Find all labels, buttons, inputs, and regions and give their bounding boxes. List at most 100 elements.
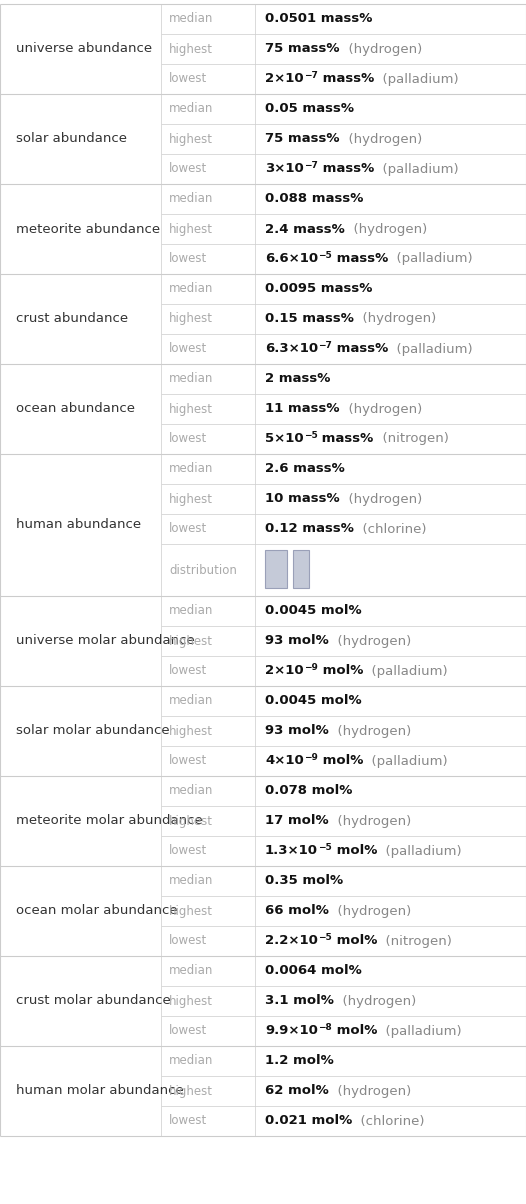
Text: median: median bbox=[169, 283, 214, 295]
Text: ocean abundance: ocean abundance bbox=[16, 402, 135, 415]
Text: (palladium): (palladium) bbox=[363, 755, 448, 767]
Text: 75 mass%: 75 mass% bbox=[265, 132, 339, 146]
Text: lowest: lowest bbox=[169, 934, 207, 948]
Text: 1.3×10: 1.3×10 bbox=[265, 844, 318, 857]
Text: (chlorine): (chlorine) bbox=[352, 1115, 425, 1127]
Text: (hydrogen): (hydrogen) bbox=[334, 995, 416, 1008]
Text: 0.15 mass%: 0.15 mass% bbox=[265, 313, 354, 325]
Text: (nitrogen): (nitrogen) bbox=[377, 934, 452, 948]
Text: 9.9×10: 9.9×10 bbox=[265, 1025, 318, 1038]
Text: median: median bbox=[169, 462, 214, 476]
Text: 66 mol%: 66 mol% bbox=[265, 904, 329, 917]
Text: 4×10: 4×10 bbox=[265, 755, 304, 767]
Text: −7: −7 bbox=[304, 161, 318, 170]
Text: 17 mol%: 17 mol% bbox=[265, 814, 329, 827]
Text: distribution: distribution bbox=[169, 563, 237, 577]
Text: (hydrogen): (hydrogen) bbox=[340, 492, 422, 506]
Text: meteorite molar abundance: meteorite molar abundance bbox=[16, 814, 203, 827]
Text: meteorite abundance: meteorite abundance bbox=[16, 223, 160, 236]
Text: (palladium): (palladium) bbox=[388, 342, 473, 355]
Text: 0.0095 mass%: 0.0095 mass% bbox=[265, 283, 372, 295]
Text: (hydrogen): (hydrogen) bbox=[329, 814, 411, 827]
Text: median: median bbox=[169, 193, 214, 206]
Text: universe abundance: universe abundance bbox=[16, 42, 152, 55]
Text: median: median bbox=[169, 604, 214, 618]
Text: 62 mol%: 62 mol% bbox=[265, 1085, 329, 1098]
Text: (palladium): (palladium) bbox=[374, 72, 458, 85]
Text: mass%: mass% bbox=[317, 432, 373, 445]
Text: median: median bbox=[169, 1055, 214, 1068]
Text: highest: highest bbox=[169, 995, 213, 1008]
Text: lowest: lowest bbox=[169, 253, 207, 266]
Bar bbox=[265, 550, 287, 588]
Text: 2.4 mass%: 2.4 mass% bbox=[265, 223, 345, 236]
Text: solar molar abundance: solar molar abundance bbox=[16, 725, 169, 738]
Text: lowest: lowest bbox=[169, 163, 207, 176]
Text: mass%: mass% bbox=[332, 342, 388, 355]
Text: highest: highest bbox=[169, 492, 213, 506]
Text: human molar abundance: human molar abundance bbox=[16, 1085, 184, 1098]
Text: 75 mass%: 75 mass% bbox=[265, 42, 339, 55]
Text: highest: highest bbox=[169, 725, 213, 738]
Text: (palladium): (palladium) bbox=[377, 1025, 462, 1038]
Text: highest: highest bbox=[169, 313, 213, 325]
Text: (hydrogen): (hydrogen) bbox=[339, 132, 422, 146]
Text: 2 mass%: 2 mass% bbox=[265, 372, 330, 385]
Text: 0.078 mol%: 0.078 mol% bbox=[265, 785, 352, 797]
Text: mol%: mol% bbox=[318, 665, 363, 678]
Text: median: median bbox=[169, 372, 214, 385]
Text: 3×10: 3×10 bbox=[265, 163, 304, 176]
Text: 93 mol%: 93 mol% bbox=[265, 725, 329, 738]
Text: median: median bbox=[169, 102, 214, 116]
Text: 0.0064 mol%: 0.0064 mol% bbox=[265, 964, 362, 978]
Text: mass%: mass% bbox=[318, 72, 374, 85]
Text: highest: highest bbox=[169, 814, 213, 827]
Text: mol%: mol% bbox=[318, 755, 363, 767]
Text: mass%: mass% bbox=[332, 253, 388, 266]
Text: (nitrogen): (nitrogen) bbox=[373, 432, 449, 445]
Text: mol%: mol% bbox=[331, 934, 377, 948]
Bar bbox=[293, 550, 309, 588]
Text: ocean molar abundance: ocean molar abundance bbox=[16, 904, 178, 917]
Text: (hydrogen): (hydrogen) bbox=[339, 402, 422, 415]
Text: 1.2 mol%: 1.2 mol% bbox=[265, 1055, 334, 1068]
Text: universe molar abundance: universe molar abundance bbox=[16, 635, 195, 648]
Text: median: median bbox=[169, 874, 214, 887]
Text: lowest: lowest bbox=[169, 72, 207, 85]
Text: (hydrogen): (hydrogen) bbox=[329, 904, 411, 917]
Text: lowest: lowest bbox=[169, 342, 207, 355]
Text: −9: −9 bbox=[304, 752, 318, 762]
Text: 0.021 mol%: 0.021 mol% bbox=[265, 1115, 352, 1127]
Text: median: median bbox=[169, 695, 214, 708]
Text: 6.6×10: 6.6×10 bbox=[265, 253, 318, 266]
Text: lowest: lowest bbox=[169, 665, 207, 678]
Text: median: median bbox=[169, 12, 214, 25]
Text: (hydrogen): (hydrogen) bbox=[329, 725, 411, 738]
Text: (palladium): (palladium) bbox=[377, 844, 462, 857]
Text: highest: highest bbox=[169, 1085, 213, 1098]
Text: −5: −5 bbox=[318, 843, 332, 852]
Text: −7: −7 bbox=[304, 71, 318, 79]
Text: (hydrogen): (hydrogen) bbox=[329, 1085, 411, 1098]
Text: (hydrogen): (hydrogen) bbox=[329, 635, 411, 648]
Text: highest: highest bbox=[169, 402, 213, 415]
Text: 0.0501 mass%: 0.0501 mass% bbox=[265, 12, 372, 25]
Text: −5: −5 bbox=[304, 431, 317, 439]
Text: (hydrogen): (hydrogen) bbox=[345, 223, 427, 236]
Text: lowest: lowest bbox=[169, 1025, 207, 1038]
Text: lowest: lowest bbox=[169, 755, 207, 767]
Text: 0.0045 mol%: 0.0045 mol% bbox=[265, 604, 362, 618]
Text: (palladium): (palladium) bbox=[363, 665, 448, 678]
Text: (hydrogen): (hydrogen) bbox=[339, 42, 422, 55]
Text: lowest: lowest bbox=[169, 432, 207, 445]
Text: 0.35 mol%: 0.35 mol% bbox=[265, 874, 343, 887]
Text: human abundance: human abundance bbox=[16, 519, 141, 531]
Text: median: median bbox=[169, 785, 214, 797]
Text: mol%: mol% bbox=[332, 844, 377, 857]
Text: 3.1 mol%: 3.1 mol% bbox=[265, 995, 334, 1008]
Text: 0.05 mass%: 0.05 mass% bbox=[265, 102, 354, 116]
Text: mass%: mass% bbox=[318, 163, 374, 176]
Text: 6.3×10: 6.3×10 bbox=[265, 342, 318, 355]
Text: 5×10: 5×10 bbox=[265, 432, 304, 445]
Text: 0.0045 mol%: 0.0045 mol% bbox=[265, 695, 362, 708]
